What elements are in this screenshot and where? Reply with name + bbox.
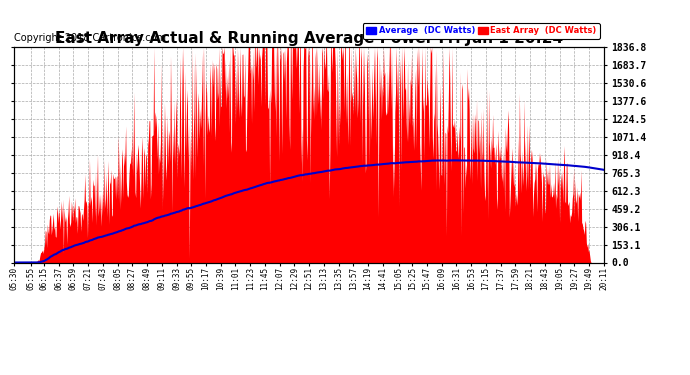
Text: Copyright 2018 Cartronics.com: Copyright 2018 Cartronics.com bbox=[14, 33, 166, 43]
Legend: Average  (DC Watts), East Array  (DC Watts): Average (DC Watts), East Array (DC Watts… bbox=[363, 23, 600, 39]
Title: East Array Actual & Running Average Power Fri Jun 1 20:24: East Array Actual & Running Average Powe… bbox=[55, 31, 563, 46]
